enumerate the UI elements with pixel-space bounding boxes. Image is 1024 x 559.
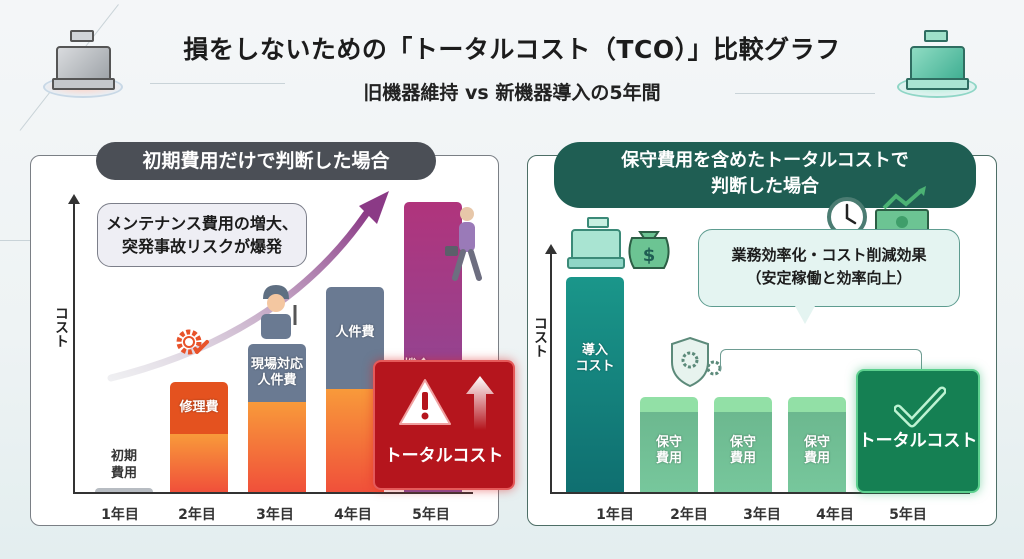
x-tick: 4年目 — [334, 507, 372, 523]
warning-triangle-icon — [399, 379, 451, 425]
left-panel-heading: 初期費用だけで判断した場合 — [96, 142, 436, 180]
y-axis-label: コスト — [532, 316, 548, 358]
bar-year1-install: 導入 コスト — [566, 277, 624, 492]
seg-repair: 修理費 — [170, 382, 228, 434]
right-panel-heading: 保守費用を含めたトータルコストで 判断した場合 — [554, 142, 976, 208]
connector-line — [720, 349, 922, 371]
x-tick: 1年目 — [596, 507, 634, 523]
right-total-label: トータルコスト — [858, 431, 978, 451]
right-chart-panel: 保守費用を含めたトータルコストで 判断した場合 コスト 業務効率化・コスト削減効… — [527, 142, 997, 526]
y-axis — [545, 244, 557, 494]
leaving-customer-icon — [445, 207, 482, 281]
x-axis — [550, 492, 970, 494]
decor-line — [735, 93, 875, 94]
x-tick: 3年目 — [256, 507, 294, 523]
x-tick: 1年目 — [101, 507, 139, 523]
gear-wrench-icon — [176, 329, 209, 355]
decor-line — [150, 83, 285, 84]
bar-year2: 修理費 — [170, 382, 228, 492]
x-tick: 4年目 — [816, 507, 854, 523]
bar-year2-maintenance: 保守 費用 — [640, 397, 698, 492]
right-total-cost-box: トータルコスト — [856, 369, 980, 493]
x-tick: 3年目 — [743, 507, 781, 523]
left-total-label: トータルコスト — [384, 446, 504, 466]
arrow-up-icon — [466, 376, 494, 430]
left-callout: メンテナンス費用の増大、 突発事故リスクが爆発 — [97, 203, 307, 267]
checkmark-icon — [894, 386, 946, 428]
cash-register-new-icon — [892, 28, 982, 98]
register-money-bag-icon: $ — [567, 217, 670, 269]
bar-year3-maintenance: 保守 費用 — [714, 397, 772, 492]
right-bars: 導入 コスト 保守 費用 保守 費用 保守 費用 — [550, 156, 970, 492]
x-tick: 2年目 — [178, 507, 216, 523]
seg-field-labor: 現場対応 人件費 — [248, 344, 306, 402]
left-total-cost-box: トータルコスト — [373, 360, 515, 490]
page-title: 損をしないための「トータルコスト（TCO）」比較グラフ — [183, 35, 841, 64]
header: 損をしないための「トータルコスト（TCO）」比較グラフ 旧機器維持 vs 新機器… — [0, 30, 1024, 105]
x-tick: 5年目 — [412, 507, 450, 523]
right-callout: 業務効率化・コスト削減効果 （安定稼働と効率向上） — [698, 229, 960, 324]
page-subtitle: 旧機器維持 vs 新機器導入の5年間 — [363, 82, 661, 104]
svg-text:$: $ — [643, 245, 656, 266]
y-axis-label: コスト — [53, 306, 69, 348]
bar-year1-initial — [95, 488, 153, 492]
x-tick: 5年目 — [889, 507, 927, 523]
bar-year4-maintenance: 保守 費用 — [788, 397, 846, 492]
x-tick: 2年目 — [670, 507, 708, 523]
technician-icon — [261, 285, 297, 339]
left-chart-panel: 初期費用だけで判断した場合 コスト メンテナンス費用の増大、 突発事故リスクが爆… — [30, 142, 515, 526]
rising-cost-arrow-icon — [107, 191, 389, 382]
bar-year3: 現場対応 人件費 — [248, 344, 306, 492]
decor-line — [0, 240, 40, 241]
x-axis — [73, 492, 473, 494]
cash-register-old-icon — [38, 28, 128, 98]
bar-year1-label: 初期 費用 — [110, 449, 137, 481]
y-axis — [68, 194, 80, 494]
